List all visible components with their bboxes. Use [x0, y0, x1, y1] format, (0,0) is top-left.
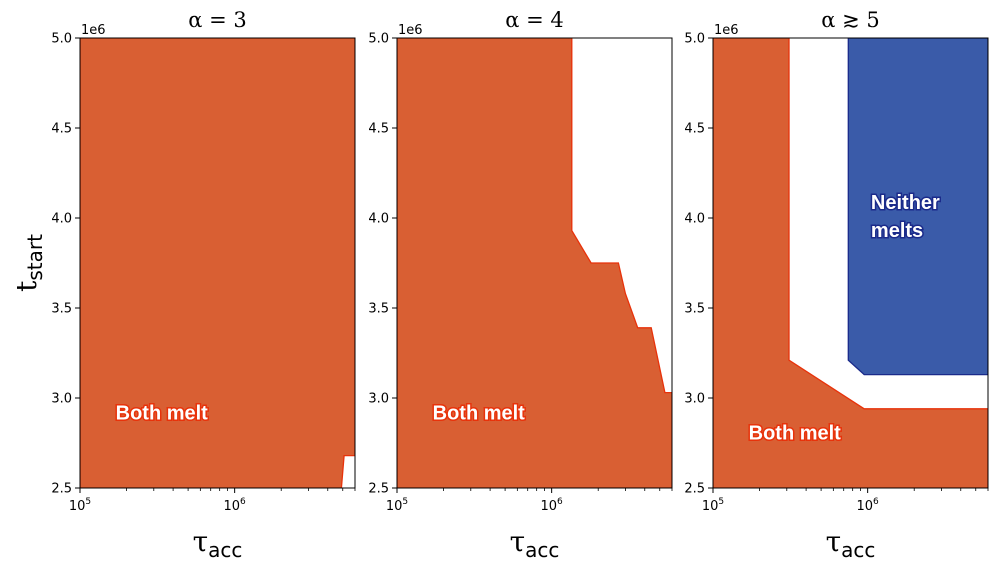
y-offset-label: 1e6: [714, 23, 739, 38]
panel-title: α = 3: [188, 8, 247, 32]
both-melt-label: Both melt: [116, 403, 209, 425]
neither-melts-label: Neither: [871, 192, 940, 214]
plot-frame: [396, 37, 673, 489]
panel-title: α = 4: [505, 8, 564, 32]
panel-title: α ≳ 5: [821, 8, 880, 32]
y-tick-label: 3.5: [684, 302, 705, 317]
y-tick-label: 4.5: [684, 122, 705, 137]
y-tick-label: 4.0: [51, 212, 72, 227]
plot-frame: [712, 37, 989, 489]
y-tick-label: 3.5: [368, 302, 389, 317]
x-tick-label: 105: [386, 497, 408, 514]
y-tick-label: 2.5: [368, 482, 389, 497]
both-melt-label: Both melt: [433, 403, 526, 425]
y-tick-label: 3.0: [51, 392, 72, 407]
y-tick-label: 5.0: [51, 32, 72, 47]
x-tick-label: 106: [224, 497, 247, 514]
both-melt-label: Both melt: [749, 422, 842, 444]
panel-3: Both melt Neither melts α ≳ 5 2.5 3.0 3.5 4.0 4.…: [684, 8, 989, 562]
y-offset-label: 1e6: [398, 23, 423, 38]
neither-melts-label: melts: [871, 220, 923, 242]
x-axis-label: τacc: [510, 525, 560, 562]
y-tick-label: 3.0: [684, 392, 705, 407]
y-tick-label: 3.5: [51, 302, 72, 317]
x-tick-label: 106: [857, 497, 880, 514]
y-tick-label: 3.0: [368, 392, 389, 407]
y-axis-label: tstart: [10, 234, 47, 292]
x-tick-label: 105: [702, 497, 724, 514]
plot-frame: [79, 37, 356, 489]
x-axis-label: τacc: [193, 525, 243, 562]
x-tick-label: 106: [541, 497, 564, 514]
x-axis-label: τacc: [826, 525, 876, 562]
panel-2: Both melt α = 4 2.5 3.0 3.5 4.0 4.5 5.0 1e6 105 10…: [368, 8, 673, 562]
both-melt-region-1: [80, 38, 355, 488]
both-melt-region-2: [397, 38, 672, 488]
y-tick-label: 4.5: [51, 122, 72, 137]
neither-melts-region-3: [847, 38, 988, 376]
y-offset-label: 1e6: [81, 23, 106, 38]
y-axis-label-text: tstart: [10, 234, 47, 292]
y-tick-label: 2.5: [684, 482, 705, 497]
panel-1: Both melt α = 3 2.5 3.0 3.5 4.0 4.5 5.0 1e6 105 10…: [51, 8, 356, 562]
y-tick-label: 4.0: [684, 212, 705, 227]
y-tick-label: 4.5: [368, 122, 389, 137]
y-tick-label: 2.5: [51, 482, 72, 497]
x-tick-label: 105: [69, 497, 91, 514]
y-tick-label: 4.0: [368, 212, 389, 227]
both-melt-region-3: [713, 38, 988, 488]
y-tick-label: 5.0: [368, 32, 389, 47]
y-tick-label: 5.0: [684, 32, 705, 47]
